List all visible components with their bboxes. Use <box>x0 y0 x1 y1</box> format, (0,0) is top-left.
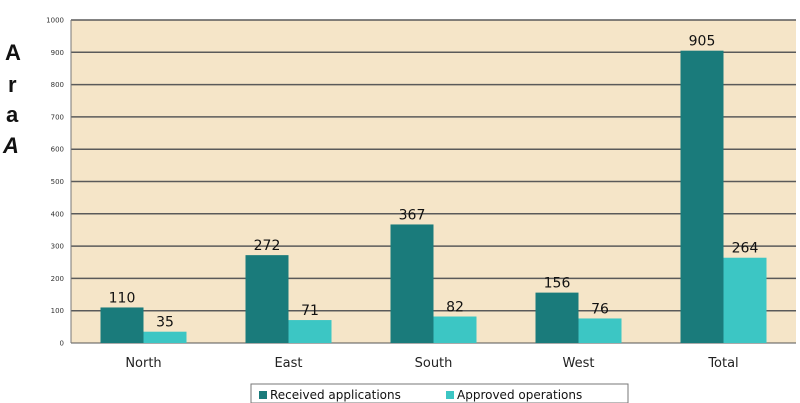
data-label-received: 272 <box>254 238 281 254</box>
data-label-approved: 35 <box>156 315 174 331</box>
bar-approved-north <box>143 331 187 343</box>
bar-approved-east <box>288 320 332 343</box>
category-label: East <box>274 356 302 371</box>
bar-received-west <box>535 292 579 343</box>
y-tick-label: 900 <box>51 49 64 57</box>
side-text-1: A <box>5 40 21 65</box>
category-labels: North East South West Total <box>125 356 738 371</box>
bar-approved-west <box>578 318 622 343</box>
y-tick-label: 800 <box>51 81 64 89</box>
y-tick-label: 0 <box>60 340 64 348</box>
data-label-approved: 76 <box>591 301 609 317</box>
y-tick-label: 700 <box>51 113 64 121</box>
y-tick-label: 500 <box>51 178 64 186</box>
legend-swatch-approved <box>446 391 454 399</box>
bar-received-north <box>100 307 144 343</box>
y-tick-label: 200 <box>51 275 64 283</box>
data-label-received: 367 <box>399 207 426 223</box>
legend: Received applications Approved operation… <box>250 383 629 403</box>
category-label: Total <box>707 356 738 371</box>
bar-approved-total <box>723 257 767 343</box>
y-tick-label: 100 <box>51 307 64 315</box>
data-label-received: 905 <box>689 34 716 50</box>
side-text-4: A <box>2 133 19 158</box>
side-text-2: r <box>8 72 17 97</box>
bar-received-east <box>245 255 289 343</box>
bar-received-south <box>390 224 434 343</box>
data-labels: 110 35 272 71 367 82 156 76 905 264 <box>109 34 759 331</box>
legend-label-received: Received applications <box>270 388 401 402</box>
category-label: South <box>415 356 453 371</box>
category-label: North <box>125 356 161 371</box>
data-label-approved: 82 <box>446 300 464 316</box>
category-label: West <box>563 356 595 371</box>
y-tick-label: 600 <box>51 146 64 154</box>
data-label-approved: 264 <box>732 241 759 257</box>
bar-received-total <box>680 50 724 344</box>
data-label-approved: 71 <box>301 303 319 319</box>
data-label-received: 110 <box>109 290 136 306</box>
bar-approved-south <box>433 316 477 343</box>
legend-label-approved: Approved operations <box>457 388 582 402</box>
y-tick-label: 300 <box>51 243 64 251</box>
y-tick-label: 400 <box>51 210 64 218</box>
bars <box>100 50 767 344</box>
legend-frame <box>250 383 629 403</box>
y-tick-label: 1000 <box>46 17 64 25</box>
y-axis-ticks: 0 100 200 300 400 500 600 700 800 900 1000 <box>46 17 64 348</box>
legend-swatch-received <box>259 391 267 399</box>
side-text-3: a <box>6 102 19 127</box>
data-label-received: 156 <box>544 276 571 292</box>
